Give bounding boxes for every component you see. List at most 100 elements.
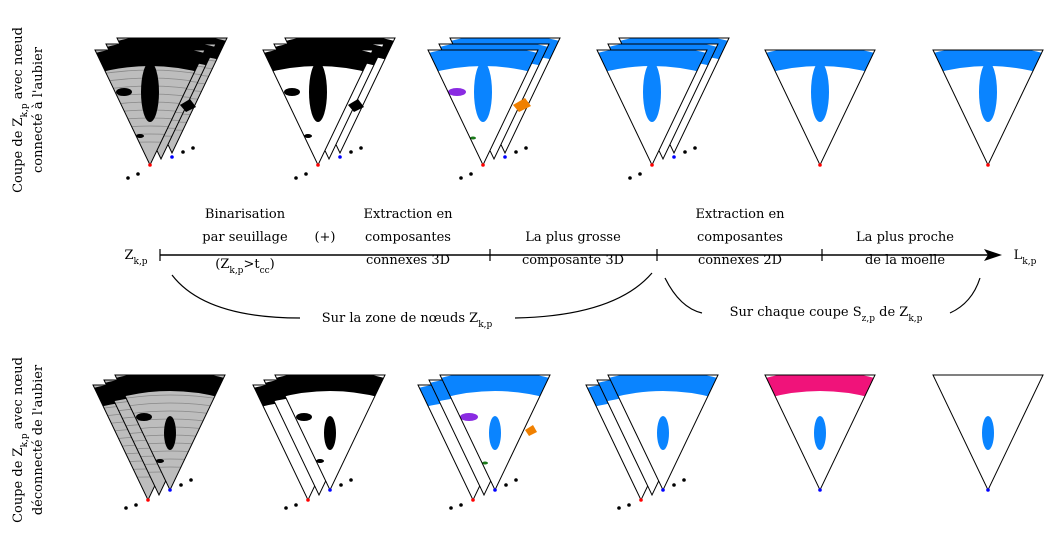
triangle-border	[932, 49, 1044, 167]
knot	[643, 62, 661, 122]
triangle-border	[94, 49, 206, 167]
point	[294, 503, 298, 507]
blob	[460, 413, 478, 421]
point	[683, 150, 687, 154]
point	[639, 498, 643, 502]
triangle-border	[262, 49, 374, 167]
blob	[284, 88, 300, 96]
triangle-border	[932, 374, 1044, 492]
step-label: composante 3D	[522, 253, 624, 268]
point	[818, 163, 822, 167]
triangle-border	[764, 49, 876, 167]
step-label: connexes 2D	[698, 253, 782, 268]
point	[481, 163, 485, 167]
knot	[979, 62, 997, 122]
text-part: avec nœud	[11, 27, 26, 103]
knot	[982, 416, 994, 450]
point	[339, 483, 343, 487]
point	[146, 498, 150, 502]
point	[682, 478, 686, 482]
point	[650, 163, 654, 167]
step-label: connexes 3D	[366, 253, 450, 268]
point	[514, 478, 518, 482]
row-label: connecté à l'aubier	[31, 46, 46, 173]
point	[471, 498, 475, 502]
step-label: composantes	[365, 230, 451, 245]
timeline-start: Zk,p	[124, 248, 147, 267]
point	[170, 155, 174, 159]
knot	[324, 416, 336, 450]
slice	[764, 49, 876, 167]
point	[693, 146, 697, 150]
step-label: de la moelle	[865, 253, 945, 268]
point	[672, 483, 676, 487]
point	[168, 488, 172, 492]
point	[672, 155, 676, 159]
blob	[156, 459, 164, 463]
blob	[482, 461, 488, 465]
text-part: )	[270, 257, 275, 272]
point	[514, 150, 518, 154]
triangle-border	[596, 49, 708, 167]
point	[179, 483, 183, 487]
blob	[470, 136, 476, 140]
brace-label: Sur la zone de nœuds Zk,p	[322, 311, 493, 330]
point	[628, 176, 632, 180]
point	[136, 172, 140, 176]
step-label: Extraction en	[363, 207, 453, 222]
knot	[657, 416, 669, 450]
point	[294, 176, 298, 180]
text-part: Coupe de Z	[11, 447, 26, 522]
blob	[116, 88, 132, 96]
row-label: déconnecté de l'aubier	[31, 364, 46, 515]
triangle-border	[274, 374, 386, 492]
triangle-border	[764, 374, 876, 492]
text-part: >t	[243, 257, 260, 272]
point	[627, 503, 631, 507]
arrowhead	[984, 249, 1002, 261]
point	[524, 146, 528, 150]
point	[493, 488, 497, 492]
point	[503, 155, 507, 159]
subscript: z,p	[862, 314, 876, 324]
subscript: cc	[260, 266, 270, 276]
step-label: Extraction en	[695, 207, 785, 222]
step-label: composantes	[697, 230, 783, 245]
subscript: k,p	[1022, 257, 1036, 267]
knot	[811, 62, 829, 122]
point	[986, 163, 990, 167]
blob	[513, 98, 531, 112]
blob	[525, 425, 537, 436]
point	[134, 503, 138, 507]
point	[349, 150, 353, 154]
triangle-border	[439, 374, 551, 492]
point	[284, 506, 288, 510]
point	[449, 506, 453, 510]
step-label: La plus proche	[856, 230, 954, 245]
point	[504, 483, 508, 487]
brace	[949, 277, 981, 314]
brace	[664, 277, 703, 314]
point	[316, 163, 320, 167]
subscript: k,p	[20, 433, 30, 447]
knot	[141, 62, 159, 122]
content	[982, 416, 994, 450]
knot	[489, 416, 501, 450]
point	[617, 506, 621, 510]
brace	[514, 272, 653, 319]
timeline-end: Lk,p	[1014, 248, 1037, 267]
point	[638, 172, 642, 176]
text-part: L	[1014, 248, 1023, 263]
knot	[309, 62, 327, 122]
brace-label: Sur chaque coupe Sz,p de Zk,p	[730, 305, 923, 324]
point	[328, 488, 332, 492]
blob	[136, 413, 152, 421]
point	[191, 146, 195, 150]
point	[469, 172, 473, 176]
knot	[164, 416, 176, 450]
point	[148, 163, 152, 167]
point	[124, 506, 128, 510]
subscript: k,p	[478, 320, 492, 330]
content	[765, 50, 875, 122]
content	[933, 50, 1043, 122]
